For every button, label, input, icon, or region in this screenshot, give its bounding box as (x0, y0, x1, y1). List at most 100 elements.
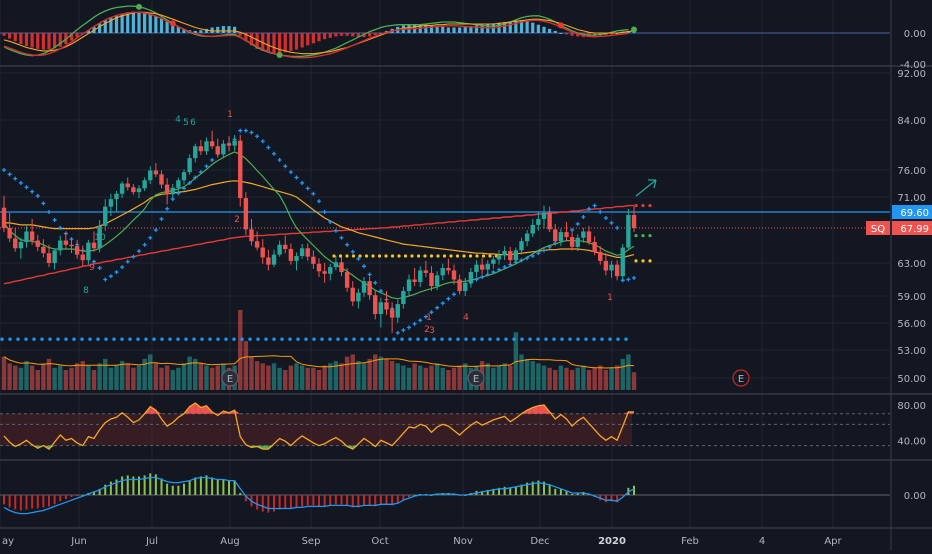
support-dot (104, 337, 108, 341)
earnings-label: E (473, 374, 479, 385)
psar-marker (260, 139, 265, 144)
candle-body (193, 146, 198, 159)
macd-histogram-bar (492, 488, 495, 496)
macd-line (3, 476, 635, 515)
candle-body (91, 242, 97, 249)
support-dot (432, 337, 436, 341)
macd-histogram-bar (498, 487, 500, 496)
psar-marker (18, 180, 23, 185)
macd-histogram-bar (199, 476, 202, 496)
candle-body (620, 247, 625, 277)
level-badge[interactable] (892, 205, 932, 219)
macd-histogram-bar (633, 485, 635, 496)
rsi-tick-label: 40.00 (897, 436, 926, 447)
macd-histogram-bar (132, 476, 135, 496)
osc-bar (120, 13, 124, 33)
psar-marker (238, 128, 243, 133)
price-badge[interactable] (892, 221, 932, 235)
psar-marker (159, 216, 164, 221)
support-dot (384, 337, 388, 341)
osc-bar (576, 33, 580, 37)
osc-bar (480, 24, 484, 33)
earnings-marker[interactable]: E (221, 369, 239, 387)
candle-body (508, 251, 513, 261)
macd-histogram-bar (194, 477, 197, 496)
td-sequential-label: 9 (89, 263, 95, 273)
psar-marker (198, 170, 203, 175)
td-sequential-label: 2 (234, 215, 240, 225)
psar-marker (587, 206, 591, 211)
volume-bar (569, 370, 575, 390)
candle-body (361, 281, 367, 293)
volume-bar (209, 367, 215, 390)
psar-marker (193, 175, 198, 180)
candle-body (63, 240, 69, 245)
psar-marker (2, 168, 6, 172)
symbol-badge[interactable] (866, 221, 890, 235)
candle-body (530, 224, 535, 234)
td-sequential-label: 3 (429, 326, 435, 336)
support-dot (48, 337, 52, 341)
support-dot (488, 337, 492, 341)
earnings-marker[interactable]: E (467, 369, 485, 387)
volume-bar (502, 363, 507, 390)
support-dot (608, 337, 612, 341)
rsi-overbought-fill (234, 410, 241, 414)
candle-body (322, 271, 327, 274)
support-dot (128, 337, 132, 341)
support-dot (544, 337, 548, 341)
candle-body (35, 240, 40, 247)
green-dot (641, 234, 645, 238)
candle-body (238, 140, 243, 199)
volume-bar (80, 361, 85, 390)
volume-bar (18, 367, 24, 390)
osc-tick-label: 0.00 (904, 29, 926, 40)
volume-bar (103, 358, 108, 390)
yellow-dot (390, 254, 395, 258)
support-dot (240, 337, 244, 341)
time-axis[interactable]: ay Jun Jul Aug Sep Oct Nov Dec 2020 Feb 4 Apr (2, 536, 843, 547)
support-dot (352, 337, 356, 341)
rsi-overbought-fill (195, 403, 201, 414)
candle-body (558, 232, 564, 242)
macd-histogram-bar (610, 495, 613, 502)
macd-histogram-bar (318, 495, 320, 507)
psar-marker (615, 225, 620, 230)
candle-body (108, 199, 114, 207)
candle-body (457, 279, 462, 292)
price-tick-label: 84.00 (897, 116, 926, 127)
psar-marker (24, 185, 29, 190)
osc-bar (216, 26, 220, 33)
osc-bar (176, 26, 180, 33)
support-dot (560, 337, 564, 341)
yellow-dot (351, 254, 356, 258)
macd-tick-label: 0.00 (904, 491, 926, 502)
macd-histogram-bar (278, 495, 281, 510)
volume-bar (193, 358, 198, 390)
macd-histogram-bar (481, 490, 484, 496)
osc-bar (233, 26, 237, 33)
osc-bar (126, 12, 130, 34)
support-dot (552, 337, 556, 341)
yellow-dot (481, 254, 486, 258)
psar-marker (41, 201, 46, 206)
osc-red-line (3, 11, 629, 59)
macd-histogram-bar (104, 484, 107, 496)
candle-body (74, 246, 80, 255)
psar-marker (243, 128, 248, 133)
level-badge-value: 69.60 (900, 208, 929, 219)
volume-bar (575, 367, 580, 390)
volume-bar (440, 367, 445, 390)
macd-histogram-bar (19, 495, 22, 511)
candle-body (333, 262, 339, 268)
candle-body (148, 170, 153, 181)
candle-body (614, 264, 620, 277)
yellow-dot (449, 254, 453, 258)
psar-marker (176, 191, 181, 196)
earnings-marker[interactable]: E (732, 369, 750, 387)
candle-body (423, 270, 429, 273)
macd-histogram-bar (340, 495, 343, 505)
price-axis[interactable]: 92.00 84.00 76.00 71.00 63.00 59.00 56.00 53.00… (866, 29, 932, 502)
volume-bar (7, 363, 12, 390)
candle-body (209, 141, 215, 147)
